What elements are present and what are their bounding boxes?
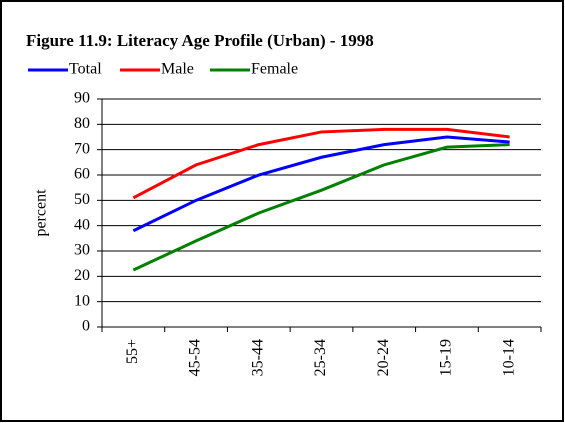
line-series bbox=[132, 135, 510, 233]
y-tick-label: 80 bbox=[74, 115, 90, 132]
legend-label: Female bbox=[251, 61, 298, 78]
x-tick-label: 55+ bbox=[124, 339, 141, 364]
y-tick-label: 60 bbox=[74, 166, 90, 183]
x-tick-label: 20-24 bbox=[375, 339, 392, 376]
y-tick-label: 20 bbox=[74, 267, 90, 284]
x-tick-label: 15-19 bbox=[438, 339, 455, 376]
x-tick-label: 10-14 bbox=[500, 339, 517, 376]
line-series bbox=[132, 127, 510, 200]
x-tick-label: 45-54 bbox=[187, 339, 204, 376]
y-tick-label: 40 bbox=[74, 216, 90, 233]
x-tick-label: 25-34 bbox=[312, 339, 329, 376]
y-tick-label: 30 bbox=[74, 242, 90, 259]
y-tick-label: 70 bbox=[74, 140, 90, 157]
y-tick-label: 50 bbox=[74, 191, 90, 208]
legend-label: Total bbox=[69, 61, 102, 78]
y-tick-label: 10 bbox=[74, 292, 90, 309]
y-tick-label: 0 bbox=[82, 318, 90, 335]
y-tick-label: 90 bbox=[74, 90, 90, 107]
x-tick-label: 35-44 bbox=[249, 339, 266, 376]
line-series bbox=[132, 143, 510, 272]
legend-label: Male bbox=[161, 61, 194, 78]
y-axis-label: percent bbox=[33, 189, 50, 237]
chart-title: Figure 11.9: Literacy Age Profile (Urban… bbox=[26, 31, 374, 50]
